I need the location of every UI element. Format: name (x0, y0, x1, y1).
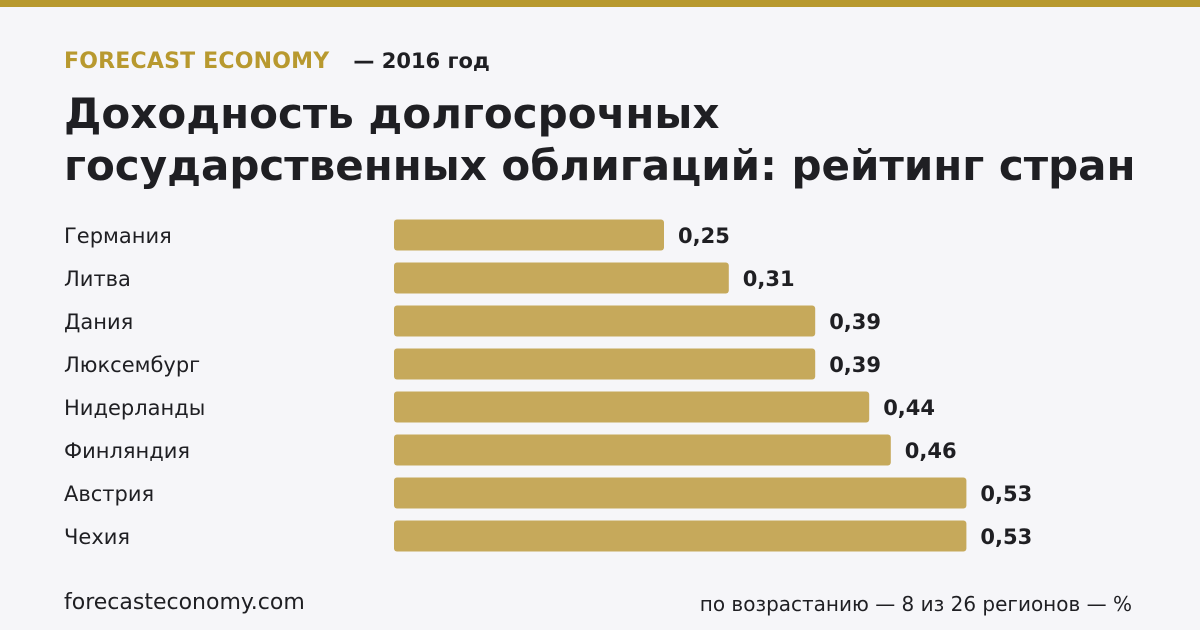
value-label: 0,25 (678, 224, 730, 248)
bar (394, 477, 967, 509)
category-label: Дания (64, 310, 133, 334)
bar (394, 391, 870, 423)
brand-name: FORECAST ECONOMY (64, 48, 330, 74)
bar (394, 348, 816, 380)
value-label: 0,53 (980, 525, 1032, 549)
value-label: 0,31 (743, 267, 795, 291)
value-label: 0,39 (829, 353, 881, 377)
value-label: 0,44 (883, 396, 935, 420)
category-label: Люксембург (64, 353, 200, 377)
bar (394, 219, 664, 251)
category-label: Нидерланды (64, 396, 205, 420)
header: FORECAST ECONOMY — 2016 год (64, 46, 490, 76)
category-label: Австрия (64, 482, 154, 506)
bar (394, 434, 891, 466)
footer-site: forecasteconomy.com (64, 590, 305, 615)
category-label: Германия (64, 224, 172, 248)
value-label: 0,53 (980, 482, 1032, 506)
value-label: 0,46 (905, 439, 957, 463)
category-label: Финляндия (64, 439, 190, 463)
bar (394, 520, 967, 552)
category-label: Чехия (64, 525, 130, 549)
bar (394, 305, 816, 337)
chart-title: Доходность долгосрочных государственных … (64, 89, 1136, 190)
value-label: 0,39 (829, 310, 881, 334)
year-label: — 2016 год (353, 49, 490, 73)
category-label: Литва (64, 267, 131, 291)
top-accent-bar (0, 0, 1200, 7)
footer-note: по возрастанию — 8 из 26 регионов — % (699, 592, 1132, 616)
bar (394, 262, 729, 294)
